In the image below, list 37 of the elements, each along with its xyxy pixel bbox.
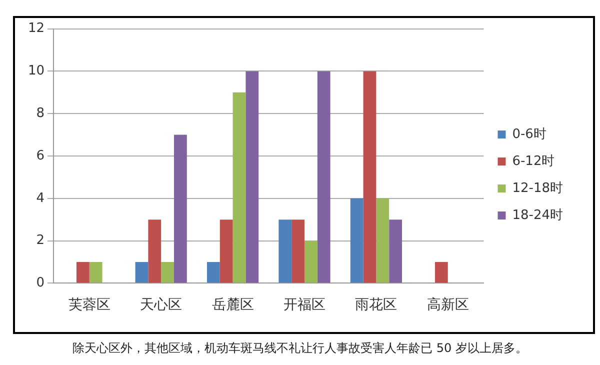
legend-label: 18-24时 bbox=[512, 208, 564, 223]
bar bbox=[363, 71, 376, 283]
bar bbox=[76, 262, 90, 283]
legend-label: 6-12时 bbox=[512, 154, 555, 169]
bar bbox=[350, 198, 364, 283]
x-tick-label: 岳麓区 bbox=[212, 297, 254, 314]
bar bbox=[317, 71, 330, 283]
x-tick-label: 开福区 bbox=[283, 297, 326, 314]
x-tick-label: 雨花区 bbox=[355, 297, 398, 314]
legend-label: 0-6时 bbox=[512, 126, 546, 142]
bar bbox=[232, 92, 246, 283]
y-tick-label: 10 bbox=[28, 64, 45, 79]
y-tick-label: 6 bbox=[36, 148, 45, 164]
x-tick-label: 天心区 bbox=[140, 297, 182, 314]
bar bbox=[246, 71, 259, 283]
bar bbox=[434, 262, 448, 283]
bar bbox=[304, 240, 318, 283]
bar bbox=[206, 262, 220, 283]
x-tick-label: 高新区 bbox=[426, 297, 469, 314]
text: 除天心区外，其他区域，机动车斑马线不礼让行人事故受害人年龄已 50 岁以上居多。 bbox=[72, 340, 528, 357]
bar bbox=[148, 220, 162, 283]
bar bbox=[292, 220, 304, 283]
y-tick-label: 8 bbox=[36, 106, 45, 121]
y-tick-label: 2 bbox=[36, 233, 45, 248]
bar bbox=[135, 262, 148, 283]
bar bbox=[220, 220, 233, 283]
bar bbox=[89, 262, 102, 283]
bar bbox=[174, 134, 187, 283]
bar bbox=[389, 220, 402, 283]
bar bbox=[278, 220, 292, 283]
legend-label: 12-18时 bbox=[512, 180, 564, 196]
bar bbox=[161, 262, 174, 283]
bar bbox=[376, 198, 390, 283]
x-tick-label: 芙蓉区 bbox=[68, 297, 110, 314]
y-tick-label: 0 bbox=[36, 276, 45, 291]
y-tick-label: 12 bbox=[28, 21, 45, 36]
y-tick-label: 4 bbox=[36, 190, 45, 206]
